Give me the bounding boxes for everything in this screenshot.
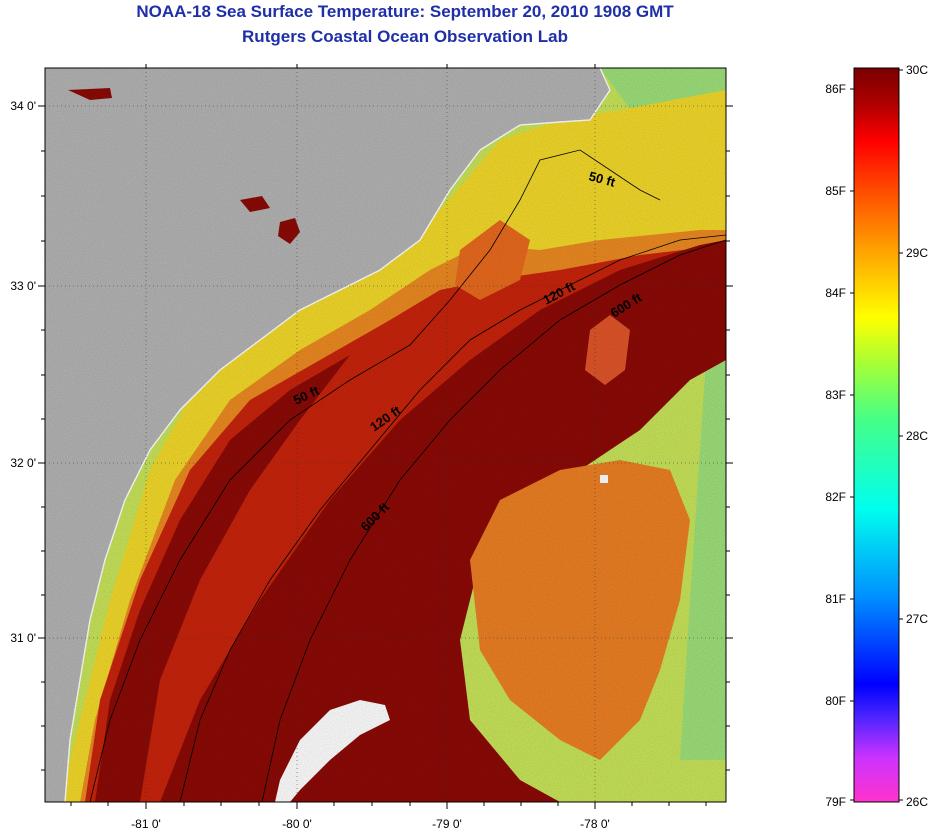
lon-label-81: -81 0' (131, 817, 161, 831)
sst-map (45, 68, 726, 802)
contour-600ft (261, 239, 726, 802)
lat-label-32: 32 0' (10, 456, 36, 470)
lon-label-78: -78 0' (580, 817, 610, 831)
map-frame (44, 67, 727, 803)
cb-c-27: 27C (906, 612, 928, 626)
cb-f-84: 84F (825, 286, 846, 300)
lat-label-33: 33 0' (10, 279, 36, 293)
lat-label-31: 31 0' (10, 631, 36, 645)
lon-label-80: -80 0' (282, 817, 312, 831)
map-grid (45, 68, 726, 802)
cb-f-81: 81F (825, 592, 846, 606)
cb-f-82: 82F (825, 490, 846, 504)
cb-c-29: 29C (906, 246, 928, 260)
cb-f-86: 86F (825, 82, 846, 96)
cb-f-80: 80F (825, 694, 846, 708)
colorbar-ticks (850, 69, 903, 801)
map-subtitle: Rutgers Coastal Ocean Observation Lab (242, 27, 568, 46)
map-title: NOAA-18 Sea Surface Temperature: Septemb… (136, 2, 674, 21)
contour-120ft (179, 234, 726, 802)
cb-f-83: 83F (825, 388, 846, 402)
lat-label-34: 34 0' (10, 99, 36, 113)
cb-c-28: 28C (906, 429, 928, 443)
colorbar-gradient (853, 67, 900, 803)
colorbar: 86F 85F 84F 83F 82F 81F 80F 79F 30C 29C … (825, 63, 928, 809)
cb-f-85: 85F (825, 184, 846, 198)
lon-label-79: -79 0' (432, 817, 462, 831)
cb-c-30: 30C (906, 63, 928, 77)
contour-label-50ft-north: 50 ft (587, 168, 617, 190)
cb-c-26: 26C (906, 795, 928, 809)
cb-f-79: 79F (825, 795, 846, 809)
texture-overlay (45, 68, 726, 802)
axis-ticks (38, 64, 733, 809)
